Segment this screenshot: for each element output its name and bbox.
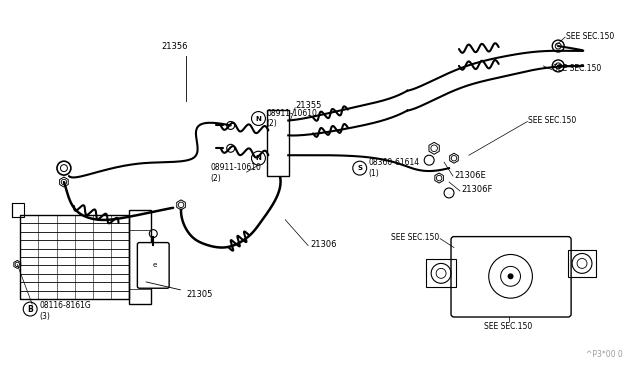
Text: 21306F: 21306F	[461, 186, 492, 195]
FancyBboxPatch shape	[138, 243, 169, 288]
Text: SEE SEC.150: SEE SEC.150	[566, 32, 614, 41]
Text: 08911-10610
(2): 08911-10610 (2)	[266, 109, 317, 128]
Text: S: S	[357, 165, 362, 171]
Text: B: B	[28, 305, 33, 314]
Bar	[129, 210, 151, 304]
Text: SEE SEC.150: SEE SEC.150	[484, 322, 532, 331]
Text: 08911-10610
(2): 08911-10610 (2)	[211, 163, 262, 183]
Text: e: e	[153, 262, 157, 269]
Circle shape	[508, 273, 513, 279]
Text: 21305: 21305	[146, 282, 212, 299]
Text: 21306E: 21306E	[454, 171, 486, 180]
Bar	[568, 250, 596, 277]
Text: 21355: 21355	[295, 101, 321, 110]
Bar	[12, 203, 24, 217]
Text: SEE SEC.150: SEE SEC.150	[529, 116, 577, 125]
FancyBboxPatch shape	[268, 110, 289, 176]
Bar	[20, 215, 129, 299]
Text: 21306: 21306	[310, 240, 337, 249]
Text: 21356: 21356	[161, 42, 188, 51]
Text: SEE SEC.150: SEE SEC.150	[391, 233, 439, 242]
Text: 08116-8161G
(3): 08116-8161G (3)	[39, 301, 91, 321]
Text: N: N	[255, 155, 261, 161]
FancyBboxPatch shape	[451, 237, 571, 317]
Text: SEE SEC.150: SEE SEC.150	[553, 64, 602, 73]
Text: N: N	[255, 116, 261, 122]
Bar	[426, 259, 456, 287]
Text: ^P3*00 0: ^P3*00 0	[586, 350, 623, 359]
Text: 08360-61614
(1): 08360-61614 (1)	[369, 158, 420, 178]
